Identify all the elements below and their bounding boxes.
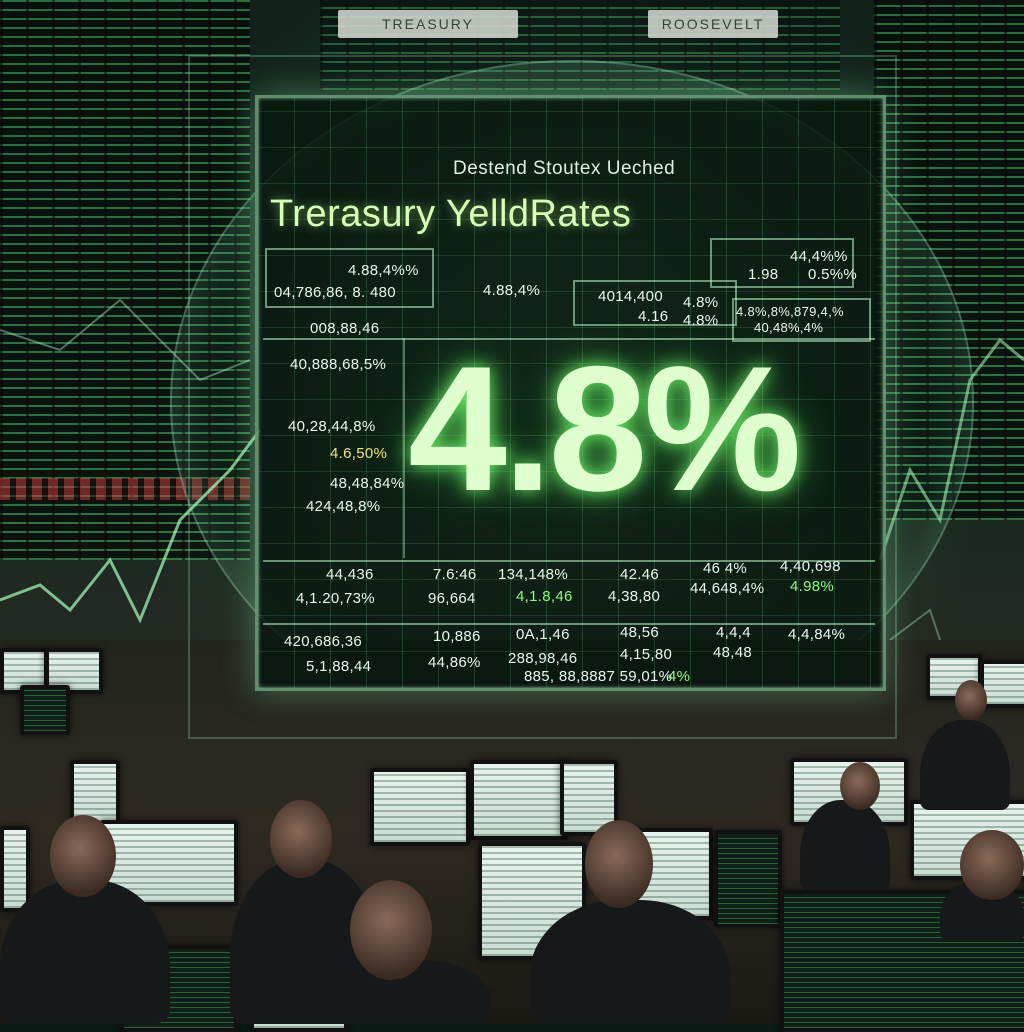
trader-head (270, 800, 332, 878)
bottom-row1-c6: 4,40,698 (780, 558, 841, 575)
left-col-row-1: 008,88,46 (310, 320, 380, 337)
left-col-row-4: 4.6,50% (330, 445, 388, 462)
bottom-row2b-c5: 48,48 (713, 644, 753, 661)
treasury-banner: TREASURY (338, 10, 518, 38)
bottom-row2-c4: 48,56 (620, 624, 660, 641)
trader-monitor (370, 768, 470, 846)
bottom-row2-c6: 4,4,84% (788, 626, 846, 643)
bottom-row1-c3: 134,148% (498, 566, 568, 583)
bottom-row1-c4: 42.46 (620, 566, 660, 583)
bottom-row1b-c6: 4.98% (790, 578, 835, 595)
panel-footer-tail: 4% (668, 668, 691, 685)
trader (800, 800, 890, 890)
bottom-divider-mid (263, 623, 875, 625)
trader-monitor (980, 660, 1024, 708)
bottom-row1-c2: 7.6:46 (433, 566, 477, 583)
trader-monitor (714, 830, 782, 928)
bottom-row2-c5: 4,4,4 (716, 624, 751, 641)
left-col-row-2: 40,888,68,5% (290, 356, 387, 373)
top-right-sub-b: 0.5%% (808, 266, 858, 283)
top-box-left (265, 248, 434, 308)
panel-title: Trerasury YelldRates (270, 193, 632, 235)
bottom-row1b-c5: 44,648,4% (690, 580, 765, 597)
panel-grid (258, 98, 883, 688)
bottom-row2b-c4: 4,15,80 (620, 646, 673, 663)
top-box-right (710, 238, 854, 288)
bottom-row1-c5: 46 4% (703, 560, 748, 577)
hologram-outer-frame (188, 55, 897, 739)
trader-monitor (470, 760, 568, 840)
left-col-row-5: 48,48,84% (330, 475, 405, 492)
top-right-banner: ROOSEVELT (648, 10, 778, 38)
trader-monitor (560, 760, 618, 836)
bottom-row2b-c1: 5,1,88,44 (306, 658, 372, 675)
bottom-row2b-c3: 288,98,46 (508, 650, 578, 667)
bottom-row2-c3: 0A,1,46 (516, 626, 570, 643)
panel-divider (263, 338, 875, 340)
bottom-row1b-c2: 96,664 (428, 590, 476, 607)
bottom-row1b-c3: 4,1.8,46 (516, 588, 573, 605)
top-mid-value: 4.88,4% (483, 282, 541, 299)
top-box-mid-line2: 4.16 (638, 308, 669, 325)
trader (920, 720, 1010, 810)
panel-footer-text: 885, 88,8887 59,01% (524, 668, 673, 685)
left-col-row-3: 40,28,44,8% (288, 418, 376, 435)
trader-head (350, 880, 432, 980)
trader (530, 900, 730, 1024)
bottom-row2-c2: 10,886 (433, 628, 481, 645)
trader-head (960, 830, 1024, 900)
trader-monitor (0, 826, 30, 912)
trader (0, 880, 170, 1024)
bottom-row2-c1: 420,686,36 (284, 633, 363, 650)
bottom-row1-c1: 44,436 (326, 566, 374, 583)
top-box-left-line1: 4.88,4%% (348, 262, 419, 279)
trader-head (955, 680, 987, 720)
trader-head (585, 820, 653, 908)
bottom-row1b-c4: 4,38,80 (608, 588, 661, 605)
top-right-sub-a: 1.98 (748, 266, 779, 283)
trader-head (840, 762, 880, 810)
top-right-box-line2: 40,48%,4% (754, 320, 824, 335)
top-box-mid-line1: 4014,400 (598, 288, 663, 305)
top-right-box (732, 298, 871, 342)
top-box-mid-extra2: 4.8% (683, 312, 719, 329)
headline-yield-value: 4.8% (408, 329, 802, 528)
trader-monitor (20, 685, 70, 735)
top-right-box-line1: 4.8%,8%,879,4,% (736, 304, 844, 319)
panel-divider-v (403, 338, 405, 558)
top-box-left-line2: 04,786,86, 8. 480 (274, 284, 396, 301)
bottom-divider-top (263, 560, 875, 562)
bottom-row1b-c1: 4,1.20,73% (296, 590, 375, 607)
top-right-value: 44,4%% (790, 248, 848, 265)
top-box-mid-extra1: 4.8% (683, 294, 719, 311)
panel-subtitle: Destend Stoutex Ueched (453, 158, 676, 179)
trader-monitor (926, 654, 982, 700)
left-col-row-6: 424,48,8% (306, 498, 381, 515)
trader-head (50, 815, 116, 897)
top-box-mid (573, 280, 737, 326)
bottom-row2b-c2: 44,86% (428, 654, 481, 671)
trader-monitor (45, 648, 103, 694)
treasury-yield-panel: Destend Stoutex Ueched Trerasury YelldRa… (255, 95, 886, 691)
